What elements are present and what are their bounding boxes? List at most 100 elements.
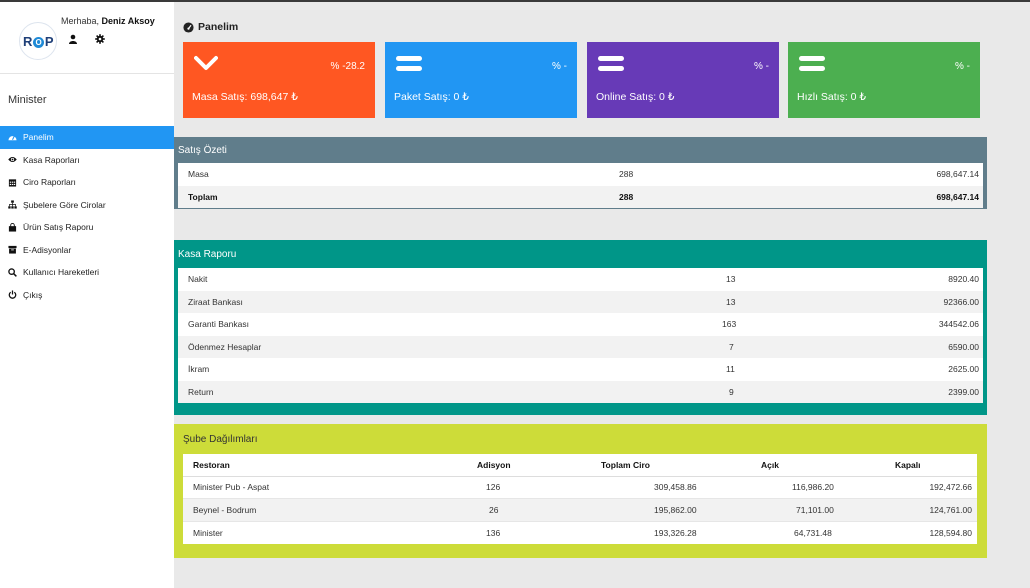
sidebar-item-label: Çıkış [23,289,43,300]
sidebar-item-label: Ürün Satış Raporu [23,222,94,233]
cell-acik: 64,731.48 [794,527,832,538]
row-name: Ödenmez Hesaplar [188,341,262,352]
table-row: Garanti Bankası 163 344542.06 [178,313,983,336]
row-amount: 2625.00 [948,364,979,375]
cell-acik: 71,101.00 [796,504,834,515]
dashboard-icon [8,135,17,140]
sidebar-item-panelim[interactable]: Panelim [0,126,174,149]
sidebar-item-label: Ciro Raporları [23,177,76,188]
chevron-down-icon [194,56,218,70]
row-count: 9 [729,386,734,397]
card-percent: % - [955,61,970,72]
card-value: Hızlı Satış: 0 ₺ [797,91,867,103]
table-row: Minister 136 193,326.28 64,731.48 128,59… [183,522,977,545]
cell-adisyon: 126 [486,482,501,493]
satis-ozeti-table: Masa 288 698,647.14 Toplam 288 698,647.1… [178,163,983,208]
paket-satis-card[interactable]: % - Paket Satış: 0 ₺ [385,42,577,118]
archive-icon [8,246,17,254]
cell-acik: 116,986.20 [792,482,834,493]
cell-toplam-ciro: 309,458.86 [654,482,697,493]
card-value: Paket Satış: 0 ₺ [394,91,469,103]
hizli-satis-card[interactable]: % - Hızlı Satış: 0 ₺ [788,42,980,118]
sube-dagilimlari-panel: Şube Dağılımları Restoran Adisyon Toplam… [174,424,987,558]
dashboard-icon [183,21,194,33]
card-percent: % - [552,61,567,72]
sidebar-item-subelere-gore-cirolar[interactable]: Şubelere Göre Cirolar [0,194,174,217]
row-count: 13 [726,296,736,307]
column-header: Restoran [193,459,230,470]
cell-restoran: Minister [193,527,223,538]
search-icon [8,267,17,277]
panel-title: Satış Özeti [178,145,227,156]
row-name: Return [188,386,214,397]
user-greeting: Merhaba, Deniz Aksoy [61,16,155,26]
table-row: Beynel - Bodrum 26 195,862.00 71,101.00 … [183,499,977,522]
masa-satis-card[interactable]: % -28.2 Masa Satış: 698,647 ₺ [183,42,375,118]
online-satis-card[interactable]: % - Online Satış: 0 ₺ [587,42,779,118]
row-amount: 2399.00 [948,386,979,397]
row-name: Masa [188,169,209,180]
sidebar-item-label: Şubelere Göre Cirolar [23,199,106,210]
table-row-total: Toplam 288 698,647.14 [178,185,983,208]
column-header: Kapalı [895,459,921,470]
row-amount: 92366.00 [943,296,979,307]
user-icon[interactable] [68,34,78,44]
sidebar-item-e-adisyonlar[interactable]: E-Adisyonlar [0,239,174,262]
sidebar-item-label: E-Adisyonlar [23,244,72,255]
sidebar-item-kullanici-hareketleri[interactable]: Kullanıcı Hareketleri [0,261,174,284]
sidebar-menu: Panelim Kasa Raporları Ciro Raporları Şu… [0,126,174,306]
sidebar-item-urun-satis-raporu[interactable]: Ürün Satış Raporu [0,216,174,239]
main-content: Panelim % -28.2 Masa Satış: 698,647 ₺ % … [174,2,1030,588]
user-name: Deniz Aksoy [101,16,155,26]
panel-title: Şube Dağılımları [183,434,258,445]
cell-restoran: Minister Pub - Aspat [193,482,270,493]
row-name: Garanti Bankası [188,319,249,330]
panel-title: Kasa Raporu [178,249,237,260]
table-header: Restoran Adisyon Toplam Ciro Açık Kapalı [183,454,977,477]
power-icon [8,290,17,300]
cell-toplam-ciro: 193,326.28 [654,527,697,538]
equals-icon [598,56,624,71]
table-row: Ödenmez Hesaplar 7 6590.00 [178,335,983,358]
table-row: Masa 288 698,647.14 [178,163,983,186]
card-percent: % -28.2 [330,61,365,72]
cell-kapali: 128,594.80 [929,527,972,538]
greeting-text: Merhaba, [61,16,100,26]
row-amount: 8920.40 [948,274,979,285]
row-count: 288 [619,169,634,180]
kasa-raporu-panel: Kasa Raporu Nakit 13 8920.40 Ziraat Bank… [174,240,987,415]
sitemap-icon [8,200,17,209]
kasa-raporu-table: Nakit 13 8920.40 Ziraat Bankası 13 92366… [178,268,983,403]
cell-adisyon: 26 [489,504,499,515]
sube-table: Restoran Adisyon Toplam Ciro Açık Kapalı… [183,454,977,544]
row-count: 288 [619,191,634,202]
branch-name: Minister [8,94,47,106]
row-amount: 6590.00 [948,341,979,352]
cell-kapali: 124,761.00 [929,504,972,515]
row-name: İkram [188,364,210,375]
shopping-bag-icon [8,222,17,232]
table-row: Minister Pub - Aspat 126 309,458.86 116,… [183,477,977,499]
sidebar-item-cikis[interactable]: Çıkış [0,284,174,307]
calendar-icon [8,179,17,187]
column-header: Adisyon [477,459,511,470]
satis-ozeti-panel: Satış Özeti Masa 288 698,647.14 Toplam 2… [174,137,987,209]
column-header: Açık [761,459,779,470]
row-amount: 344542.06 [938,319,979,330]
card-value: Online Satış: 0 ₺ [596,91,675,103]
sidebar-item-kasa-raporlari[interactable]: Kasa Raporları [0,149,174,172]
cell-toplam-ciro: 195,862.00 [654,504,697,515]
row-count: 7 [729,341,734,352]
top-border [0,0,1030,2]
row-count: 13 [726,274,736,285]
row-amount: 698,647.14 [936,191,979,202]
cell-adisyon: 136 [486,527,501,538]
row-name: Toplam [188,191,218,202]
page-title: Panelim [183,21,238,33]
sidebar-item-ciro-raporlari[interactable]: Ciro Raporları [0,171,174,194]
equals-icon [396,56,422,71]
gear-icon[interactable] [95,34,105,44]
